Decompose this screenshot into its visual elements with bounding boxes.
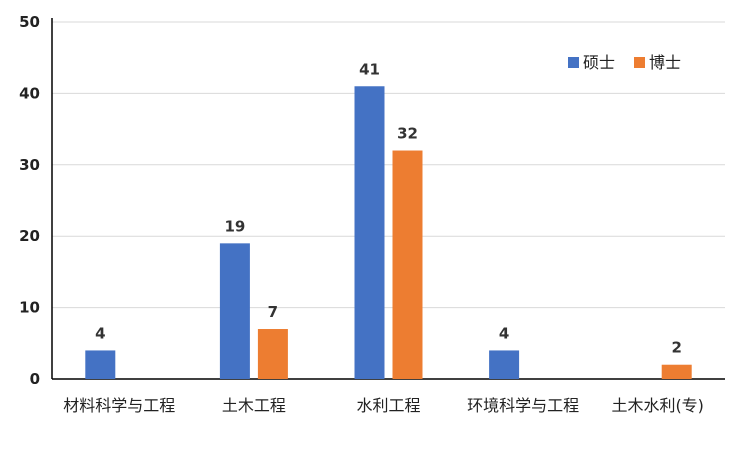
data-label: 7 (268, 303, 278, 321)
data-label: 2 (671, 339, 681, 357)
bar-doctor-1 (257, 329, 288, 379)
data-label: 32 (397, 125, 418, 143)
data-label: 4 (499, 324, 509, 342)
bars (85, 86, 692, 379)
data-label: 41 (359, 60, 380, 78)
x-category-label: 水利工程 (356, 396, 420, 415)
gridlines (52, 21, 725, 309)
data-labels: 4 19 7 41 32 4 2 (95, 60, 682, 356)
y-tick-label: 20 (19, 227, 40, 245)
legend-label: 硕士 (583, 53, 615, 72)
x-category-labels: 材料科学与工程 土木工程 水利工程 环境科学与工程 土木水利(专) (63, 396, 704, 415)
bar-doctor-4 (661, 364, 692, 379)
y-tick-label: 50 (19, 13, 40, 31)
x-category-label: 土木水利(专) (611, 396, 704, 415)
x-category-label: 土木工程 (222, 396, 286, 415)
axes (51, 18, 725, 380)
x-category-label: 材料科学与工程 (63, 396, 175, 415)
legend-swatch (634, 57, 645, 68)
data-label: 19 (224, 217, 245, 235)
bar-master-0 (85, 350, 116, 379)
y-tick-label: 40 (19, 84, 40, 102)
legend: 硕士 博士 (568, 53, 681, 72)
y-tick-label: 30 (19, 156, 40, 174)
legend-label: 博士 (649, 53, 681, 72)
y-tick-label: 0 (30, 370, 40, 388)
y-tick-labels: 0 10 20 30 40 50 (19, 13, 40, 388)
x-category-label: 环境科学与工程 (467, 396, 579, 415)
bar-doctor-2 (392, 150, 423, 379)
bar-master-1 (219, 243, 250, 379)
data-label: 4 (95, 324, 105, 342)
legend-swatch (568, 57, 579, 68)
bar-master-3 (489, 350, 520, 379)
bar-master-2 (354, 86, 385, 379)
y-tick-label: 10 (19, 299, 40, 317)
